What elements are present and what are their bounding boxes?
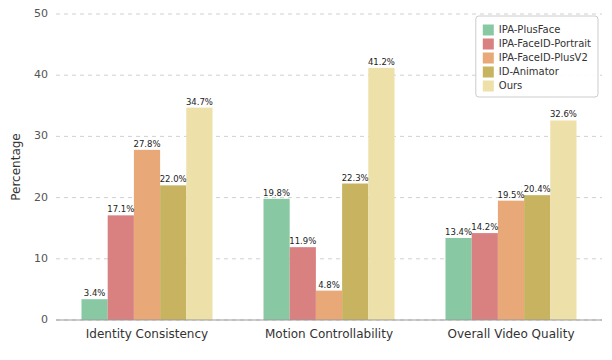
legend-entry: Ours <box>499 80 523 91</box>
bar <box>186 108 212 320</box>
legend-swatch <box>483 39 494 50</box>
bar <box>472 233 498 320</box>
value-label: 34.7% <box>186 97 213 107</box>
chart-container: 0 10 20 30 40 50 Percentage 3.4% 19.8% 13.4% 17.1%… <box>0 0 612 360</box>
legend-entry: ID-Animator <box>499 66 560 77</box>
bars <box>81 68 576 320</box>
legend-box <box>476 16 598 97</box>
value-label: 22.0% <box>160 174 187 184</box>
value-label: 4.8% <box>318 280 340 290</box>
bar <box>81 299 107 320</box>
bar <box>524 195 550 320</box>
chart-svg: 0 10 20 30 40 50 Percentage 3.4% 19.8% 13.4% 17.1%… <box>0 0 612 360</box>
value-label: 14.2% <box>471 222 498 232</box>
bar <box>550 120 576 320</box>
x-tick-label: Overall Video Quality <box>447 327 574 341</box>
bar <box>160 185 186 320</box>
y-tick-label: 50 <box>34 7 48 20</box>
value-label: 17.1% <box>107 204 134 214</box>
legend: IPA-PlusFace IPA-FaceID-Portrait IPA-FaceI… <box>476 16 598 97</box>
bar <box>263 199 289 320</box>
value-label: 19.5% <box>497 190 524 200</box>
value-label: 19.8% <box>263 188 290 198</box>
value-label: 32.6% <box>550 109 577 119</box>
grid-line <box>56 136 602 137</box>
value-label: 22.3% <box>342 173 369 183</box>
legend-entry: IPA-FaceID-PlusV2 <box>499 52 588 63</box>
legend-entry: IPA-PlusFace <box>499 24 561 35</box>
bar <box>108 215 134 320</box>
x-tick-label: Motion Controllability <box>265 327 393 341</box>
value-label: 11.9% <box>289 236 316 246</box>
x-tick-label: Identity Consistency <box>86 327 208 341</box>
bar <box>498 201 524 320</box>
grid-line <box>56 320 602 321</box>
value-label: 41.2% <box>368 57 395 67</box>
bar <box>134 150 160 320</box>
grid-line <box>56 14 602 15</box>
y-tick-label: 0 <box>41 313 48 326</box>
value-label: 13.4% <box>445 227 472 237</box>
bar <box>445 238 471 320</box>
value-label: 3.4% <box>84 288 106 298</box>
y-tick-label: 30 <box>34 129 48 142</box>
y-tick-label: 10 <box>34 252 48 265</box>
legend-entry: IPA-FaceID-Portrait <box>499 38 591 49</box>
bar <box>342 184 368 320</box>
value-label: 20.4% <box>524 184 551 194</box>
y-tick-label: 40 <box>34 68 48 81</box>
x-axis-line <box>56 320 602 321</box>
bar <box>316 291 342 320</box>
value-label: 27.8% <box>133 139 160 149</box>
y-axis-label: Percentage <box>9 133 23 201</box>
legend-swatch <box>483 81 494 92</box>
legend-swatch <box>483 67 494 78</box>
y-grid <box>56 14 602 320</box>
y-tick-label: 20 <box>34 191 48 204</box>
bar <box>290 247 316 320</box>
bar <box>368 68 394 320</box>
legend-swatch <box>483 53 494 64</box>
legend-swatch <box>483 25 494 36</box>
